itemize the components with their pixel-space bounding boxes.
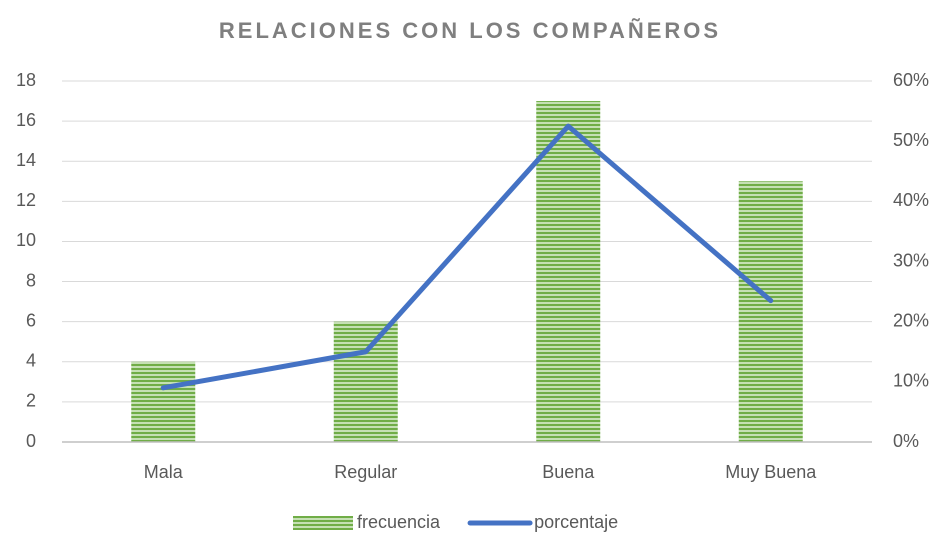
chart-title: RELACIONES CON LOS COMPAÑEROS: [219, 18, 721, 43]
legend-label: porcentaje: [534, 512, 618, 532]
legend-swatch: [293, 516, 353, 530]
y-tick-label: 8: [26, 270, 36, 290]
bar: [333, 321, 398, 442]
x-tick-label: Mala: [144, 462, 184, 482]
bar: [738, 181, 803, 442]
y2-tick-label: 30%: [893, 250, 929, 270]
y-tick-label: 14: [16, 150, 36, 170]
y2-tick-label: 0%: [893, 431, 919, 451]
y2-tick-label: 10%: [893, 371, 929, 391]
y-tick-label: 6: [26, 310, 36, 330]
bar: [536, 101, 601, 443]
y-tick-label: 10: [16, 230, 36, 250]
y-tick-label: 12: [16, 190, 36, 210]
y2-tick-label: 60%: [893, 70, 929, 90]
x-tick-label: Muy Buena: [725, 462, 817, 482]
line-series: [160, 123, 774, 391]
y-tick-label: 18: [16, 70, 36, 90]
x-tick-label: Regular: [334, 462, 397, 482]
y2-tick-label: 50%: [893, 130, 929, 150]
y-tick-label: 4: [26, 351, 36, 371]
y-tick-label: 2: [26, 391, 36, 411]
y2-tick-label: 20%: [893, 310, 929, 330]
bar: [131, 361, 196, 442]
y2-tick-label: 40%: [893, 190, 929, 210]
x-tick-label: Buena: [542, 462, 595, 482]
y-tick-label: 0: [26, 431, 36, 451]
y-tick-label: 16: [16, 110, 36, 130]
legend-label: frecuencia: [357, 512, 441, 532]
